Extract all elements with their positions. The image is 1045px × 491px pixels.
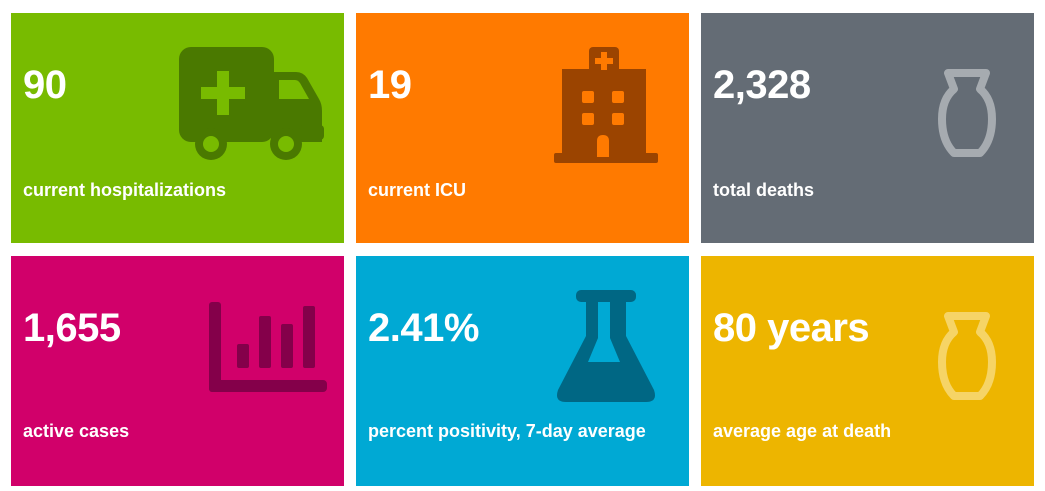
urn-icon <box>938 312 996 400</box>
tile-value: 19 <box>368 63 412 107</box>
tile-current-hospitalizations: 90 current hospitalizations <box>11 13 344 243</box>
tile-value: 1,655 <box>23 306 121 350</box>
tile-label: current hospitalizations <box>23 180 227 200</box>
tile-label: total deaths <box>713 180 815 200</box>
tile-value: 2,328 <box>713 63 811 107</box>
urn-icon <box>938 69 996 157</box>
tile-value: 90 <box>23 63 67 107</box>
tile-value: 2.41% <box>368 306 479 350</box>
tile-average-age-at-death: 80 years average age at death <box>701 256 1034 486</box>
tile-label: active cases <box>23 421 130 441</box>
bar-chart-icon <box>209 302 327 392</box>
tile-percent-positivity: 2.41% percent positivity, 7-day average <box>356 256 689 486</box>
ambulance-icon <box>179 47 324 160</box>
tile-value: 80 years <box>713 306 870 350</box>
tile-active-cases: 1,655 active cases <box>11 256 344 486</box>
tile-label: percent positivity, 7-day average <box>368 421 646 441</box>
tile-label: average age at death <box>713 421 892 441</box>
tile-current-icu: 19 current ICU <box>356 13 689 243</box>
hospital-icon <box>554 47 658 163</box>
tile-total-deaths: 2,328 total deaths <box>701 13 1034 243</box>
flask-icon <box>557 290 655 402</box>
tile-label: current ICU <box>368 180 467 200</box>
